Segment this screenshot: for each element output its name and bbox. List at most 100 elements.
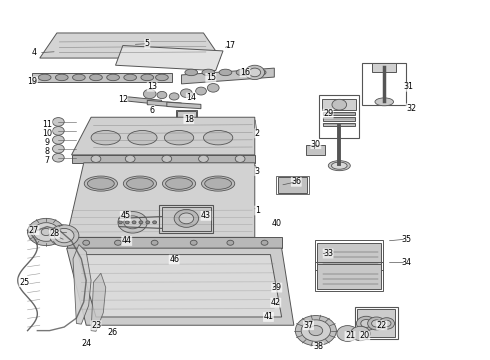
Ellipse shape: [124, 74, 137, 81]
Ellipse shape: [91, 131, 121, 145]
Bar: [315, 262, 383, 291]
Ellipse shape: [164, 131, 194, 145]
Text: 22: 22: [377, 321, 387, 330]
Polygon shape: [67, 237, 282, 248]
Bar: [306, 145, 325, 155]
Bar: [318, 243, 381, 268]
Circle shape: [52, 118, 64, 126]
Circle shape: [139, 221, 143, 224]
Text: 7: 7: [45, 156, 49, 165]
Circle shape: [125, 221, 129, 224]
Circle shape: [83, 240, 90, 245]
Circle shape: [368, 317, 385, 330]
Bar: [176, 111, 196, 128]
Polygon shape: [78, 255, 282, 317]
Circle shape: [52, 135, 64, 144]
Text: 15: 15: [206, 73, 216, 82]
Circle shape: [91, 155, 101, 162]
Text: 46: 46: [169, 255, 179, 264]
Circle shape: [52, 153, 64, 162]
Polygon shape: [116, 45, 223, 71]
Circle shape: [245, 65, 265, 80]
Ellipse shape: [205, 178, 232, 189]
Circle shape: [49, 225, 79, 246]
Text: 34: 34: [401, 258, 411, 267]
Text: 9: 9: [45, 138, 49, 147]
Text: 35: 35: [401, 235, 411, 244]
Circle shape: [207, 84, 219, 92]
Circle shape: [27, 219, 65, 246]
Ellipse shape: [203, 131, 233, 145]
Polygon shape: [72, 155, 255, 163]
Bar: [32, 73, 172, 82]
Circle shape: [52, 127, 64, 135]
Circle shape: [146, 221, 150, 224]
Circle shape: [125, 155, 135, 162]
Text: 43: 43: [201, 211, 211, 220]
Text: 1: 1: [255, 206, 260, 215]
Text: 20: 20: [360, 332, 370, 341]
Ellipse shape: [55, 74, 68, 81]
Circle shape: [309, 325, 323, 336]
Polygon shape: [73, 244, 91, 324]
Polygon shape: [67, 248, 294, 325]
Text: 44: 44: [122, 237, 132, 246]
Text: 30: 30: [311, 140, 321, 149]
Text: 19: 19: [27, 77, 38, 86]
Ellipse shape: [107, 74, 120, 81]
Circle shape: [361, 319, 371, 327]
Text: 23: 23: [91, 321, 101, 330]
Text: 12: 12: [118, 95, 128, 104]
Polygon shape: [40, 33, 220, 58]
Ellipse shape: [201, 176, 235, 191]
Circle shape: [151, 240, 158, 245]
Text: 41: 41: [264, 312, 273, 321]
Circle shape: [54, 228, 74, 243]
Circle shape: [118, 212, 147, 233]
Ellipse shape: [162, 176, 196, 191]
Text: 31: 31: [404, 82, 414, 91]
Text: 5: 5: [145, 39, 150, 48]
Text: 39: 39: [271, 283, 282, 292]
Circle shape: [157, 91, 167, 99]
Ellipse shape: [90, 74, 102, 81]
Circle shape: [174, 210, 198, 227]
Circle shape: [235, 155, 245, 162]
Polygon shape: [181, 68, 274, 84]
Circle shape: [371, 320, 381, 327]
Circle shape: [249, 68, 261, 77]
Circle shape: [196, 87, 206, 95]
Ellipse shape: [166, 178, 193, 189]
Text: 18: 18: [184, 114, 194, 123]
Circle shape: [198, 155, 208, 162]
Text: 29: 29: [323, 109, 333, 118]
Text: 42: 42: [270, 298, 281, 307]
Text: 24: 24: [81, 339, 91, 348]
Bar: [315, 240, 383, 270]
Bar: [162, 207, 211, 231]
Circle shape: [301, 320, 331, 341]
Text: 17: 17: [225, 41, 235, 50]
Text: 13: 13: [147, 82, 157, 91]
Text: 8: 8: [45, 147, 49, 156]
Text: 14: 14: [186, 93, 196, 102]
Text: 16: 16: [240, 68, 250, 77]
Circle shape: [52, 144, 64, 153]
Bar: [323, 117, 355, 121]
Ellipse shape: [73, 74, 85, 81]
Circle shape: [119, 221, 122, 224]
Text: 28: 28: [49, 229, 59, 238]
Circle shape: [379, 318, 394, 329]
Bar: [318, 264, 381, 289]
Bar: [175, 110, 197, 129]
Circle shape: [33, 223, 59, 241]
Ellipse shape: [185, 69, 197, 76]
Ellipse shape: [156, 74, 168, 81]
Text: 36: 36: [291, 177, 301, 186]
Ellipse shape: [328, 161, 350, 171]
Ellipse shape: [236, 69, 249, 76]
Text: 21: 21: [345, 332, 355, 341]
Text: 27: 27: [29, 226, 39, 235]
Circle shape: [190, 240, 197, 245]
Circle shape: [356, 316, 376, 330]
